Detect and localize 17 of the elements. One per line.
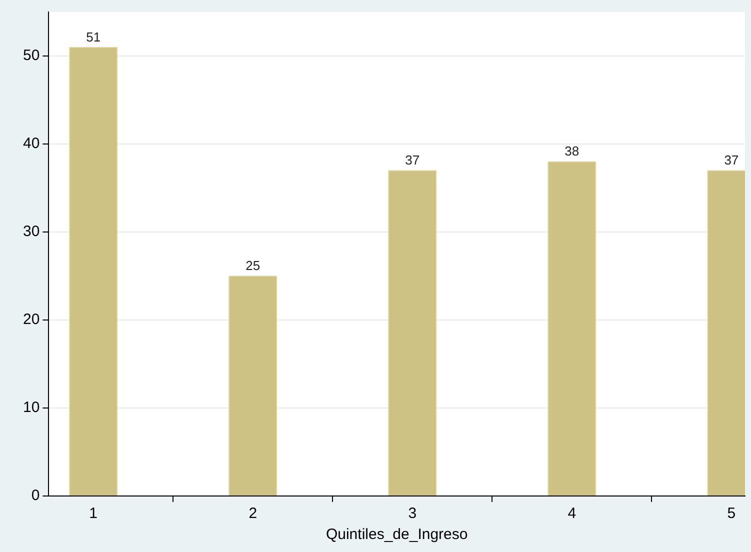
y-tick-label: 40 <box>22 135 40 152</box>
y-tick-label: 10 <box>22 399 40 416</box>
x-tick-label: 2 <box>248 505 258 522</box>
y-tick-label: 50 <box>22 47 40 64</box>
y-tick-label: 20 <box>22 311 40 328</box>
x-tick-label: 3 <box>408 505 417 522</box>
y-tick-label: 0 <box>31 487 40 504</box>
y-tick-label: 30 <box>22 223 40 240</box>
x-tick-label: 5 <box>727 505 736 522</box>
x-axis-title: Quintiles_de_Ingreso <box>326 526 468 544</box>
x-tick-label: 4 <box>568 505 576 522</box>
data-label: 38 <box>564 144 580 159</box>
x-tick-label: 1 <box>89 505 98 522</box>
data-label: 37 <box>724 152 739 168</box>
data-label: 25 <box>246 258 260 274</box>
data-label: 51 <box>86 29 101 44</box>
data-label: 37 <box>405 152 420 168</box>
